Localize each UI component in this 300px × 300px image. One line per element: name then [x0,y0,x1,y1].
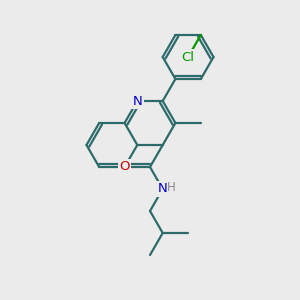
Text: N: N [132,94,142,107]
Text: Cl: Cl [182,50,195,64]
Text: N: N [158,182,168,196]
Text: H: H [167,182,176,194]
Text: O: O [119,160,130,173]
